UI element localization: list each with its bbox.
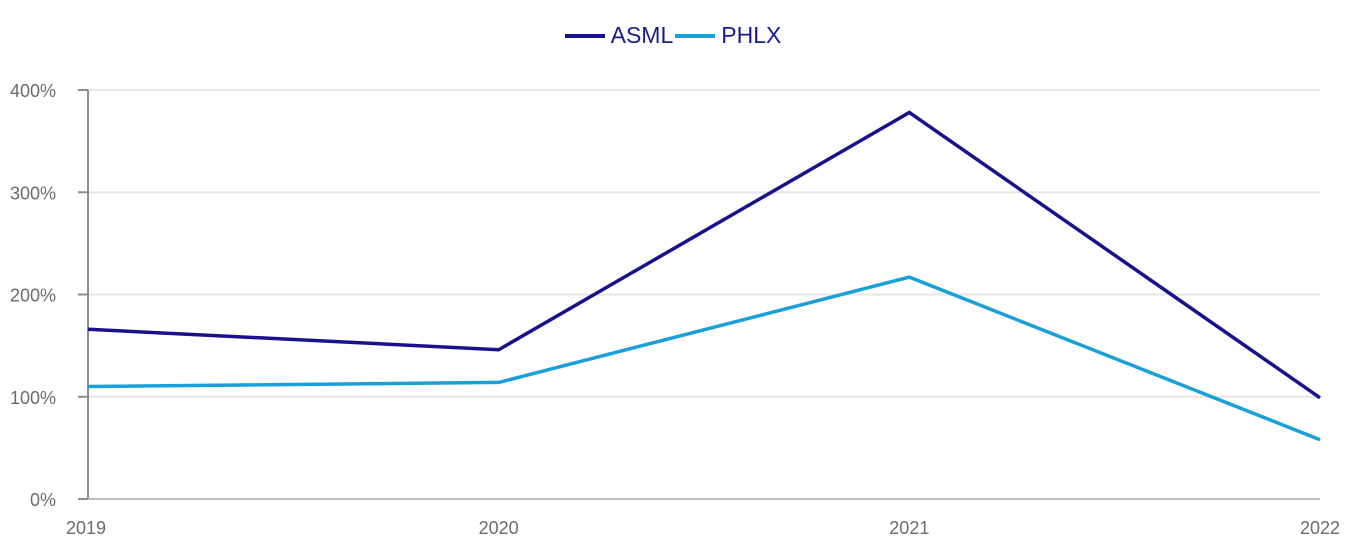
x-tick-label: 2022 [1300, 518, 1340, 538]
x-tick-label: 2021 [889, 518, 929, 538]
chart-legend: ASML PHLX [0, 22, 1346, 49]
x-tick-label: 2020 [479, 518, 519, 538]
y-axis: 0% 100% 200% 300% 400% [10, 81, 89, 510]
legend-label-asml: ASML [610, 22, 674, 48]
legend-item-phlx[interactable]: PHLX [675, 22, 781, 49]
y-tick-label: 300% [10, 183, 56, 203]
x-tick-label: 2019 [66, 518, 106, 538]
y-tick-label: 0% [30, 490, 56, 510]
legend-swatch-asml-icon [564, 33, 605, 38]
legend-item-asml[interactable]: ASML [564, 22, 674, 49]
series-lines [87, 110, 1321, 442]
legend-label-phlx: PHLX [721, 22, 782, 48]
gridlines [88, 89, 1320, 398]
x-axis: 2019 2020 2021 2022 [66, 498, 1340, 538]
y-tick-label: 100% [10, 388, 56, 408]
legend-swatch-phlx-icon [675, 33, 716, 38]
y-tick-label: 400% [10, 81, 56, 101]
series-line-phlx [87, 275, 1321, 442]
y-tick-label: 200% [10, 286, 56, 306]
series-line-asml [87, 110, 1321, 400]
